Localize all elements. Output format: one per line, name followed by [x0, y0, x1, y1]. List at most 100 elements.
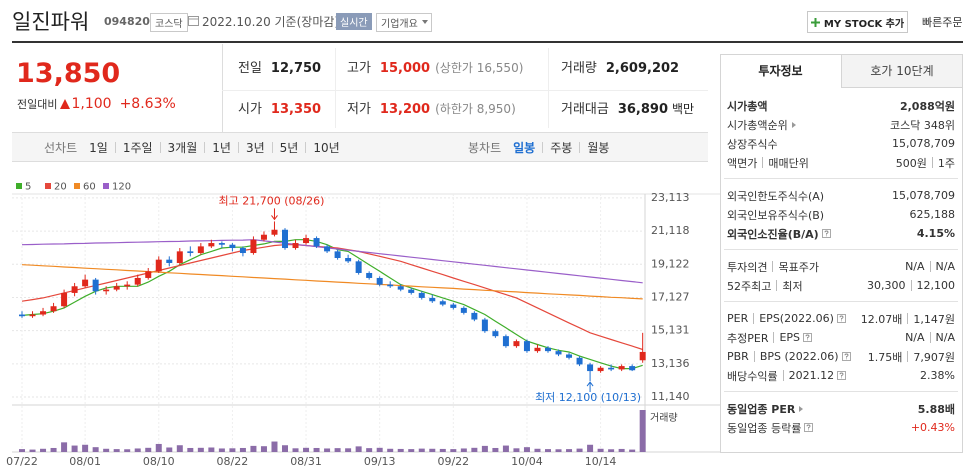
- help-icon: [804, 423, 814, 432]
- info-row: 동일업종 PER 5.88배: [727, 399, 955, 418]
- info-label: 상장주식수: [727, 137, 778, 151]
- candle-body: [124, 284, 131, 287]
- volume-bar: [92, 447, 99, 452]
- candle-body: [534, 347, 541, 352]
- toolbar-label: 선차트: [44, 141, 78, 155]
- value-sep: [907, 313, 909, 324]
- help-icon: [837, 371, 847, 380]
- x-tick-label: 08/31: [290, 455, 322, 468]
- info-row: 상장주식수 15,078,709: [727, 134, 955, 153]
- volume-bar: [597, 448, 604, 452]
- period-button[interactable]: 5년: [279, 141, 299, 155]
- candle-body: [366, 272, 373, 278]
- quote-note: (하한가 8,950): [435, 102, 516, 116]
- candle-chart: 5 20 60 120 23,113 21,118 19,122 17,127 15,131 13…: [6, 182, 720, 468]
- info-value: 12,100: [916, 279, 956, 292]
- volume-bar: [366, 448, 373, 452]
- info-value: 7,907원: [913, 350, 955, 364]
- company-label: 기업개요: [381, 19, 418, 30]
- value-sep: [931, 157, 933, 168]
- legend-swatch: [74, 183, 80, 189]
- info-label: PER: [727, 312, 749, 325]
- info-tab[interactable]: 호가 10단계: [841, 55, 962, 88]
- period-button[interactable]: 1주일: [122, 141, 153, 155]
- volume-bar: [313, 447, 320, 452]
- candle-body: [545, 347, 551, 352]
- period-button[interactable]: 10년: [313, 141, 340, 155]
- info-values: 15,078,709: [892, 137, 955, 150]
- volume-bar: [376, 447, 383, 452]
- volume-bar: [618, 448, 625, 452]
- info-row: 외국인소진율(B/A) 4.15%: [727, 224, 955, 243]
- candle-body: [471, 312, 478, 320]
- candle-body: [376, 277, 383, 285]
- help-box: [837, 371, 847, 380]
- info-values: 30,300 12,100: [867, 279, 955, 292]
- volume-bar: [471, 447, 478, 452]
- info-labels: PBR BPS (2022.06): [727, 350, 851, 363]
- help-box: [803, 333, 813, 342]
- realtime-badge[interactable]: 실시간: [336, 13, 372, 30]
- candle-body: [492, 331, 499, 337]
- header-rule: [12, 41, 963, 43]
- candle-body: [345, 258, 352, 262]
- candle-period-button[interactable]: 일봉: [513, 141, 536, 155]
- volume-bar: [155, 443, 162, 452]
- candle-body: [71, 286, 78, 293]
- quick-order[interactable]: 빠른주문: [922, 16, 963, 29]
- stock-name: 일진파워: [12, 10, 90, 34]
- candle-body: [597, 367, 604, 372]
- price: 13,850: [16, 58, 121, 89]
- calendar-icon: [188, 16, 199, 26]
- y-tick-label: 21,118: [651, 224, 690, 237]
- info-labels: 추정PER EPS: [727, 330, 813, 346]
- volume-bar: [134, 448, 141, 452]
- low-arrow: [586, 381, 594, 393]
- section-rule: [724, 301, 958, 302]
- candle-body: [566, 354, 573, 358]
- volume-bar: [197, 447, 204, 452]
- company-dropdown[interactable]: 기업개요: [376, 13, 432, 32]
- candle-body: [187, 251, 194, 254]
- volume-bar: [124, 449, 131, 452]
- candle-body: [523, 341, 530, 352]
- volume-bar: [639, 410, 646, 452]
- candle-body: [460, 307, 467, 313]
- info-label: 2021.12: [788, 369, 835, 382]
- quote-date: 2022.10.20 기준(장마감): [202, 15, 340, 29]
- candle-body: [176, 251, 183, 263]
- info-row: 외국인보유주식수(B) 625,188: [727, 205, 955, 224]
- candle-body: [587, 364, 594, 372]
- quote-value: 15,000: [379, 61, 431, 76]
- info-label: 투자의견: [727, 260, 768, 274]
- volume-bar: [408, 449, 415, 452]
- info-label: 배당수익률: [727, 369, 778, 383]
- info-values: 1.75배 7,907원: [868, 349, 955, 365]
- volume-bar: [587, 444, 594, 452]
- period-button[interactable]: 1일: [89, 141, 108, 155]
- info-labels: 외국인소진율(B/A): [727, 226, 831, 242]
- volume-bar: [502, 445, 509, 452]
- period-button[interactable]: 3년: [245, 141, 265, 155]
- volume-bar: [629, 449, 636, 452]
- info-value: 30,300: [867, 279, 906, 292]
- info-value: N/A: [905, 260, 925, 273]
- period-button[interactable]: 1년: [212, 141, 231, 155]
- info-labels: 액면가 매매단위: [727, 155, 809, 171]
- info-tab[interactable]: 투자정보: [721, 55, 840, 87]
- candle-body: [313, 238, 320, 247]
- moving-average: [21, 239, 643, 284]
- toolbar-sep: [204, 142, 206, 153]
- period-button[interactable]: 3개월: [167, 141, 198, 155]
- info-values: 12.07배 1,147원: [861, 311, 955, 327]
- info-label: 목표주가: [778, 260, 819, 274]
- label-sep: [753, 313, 755, 324]
- candle-period-button[interactable]: 월봉: [587, 141, 610, 155]
- mystock-button[interactable]: MY STOCK 추가: [807, 11, 908, 33]
- info-row: 동일업종 등락률 +0.43%: [727, 418, 955, 437]
- candle-period-button[interactable]: 주봉: [550, 141, 573, 155]
- plus-icon: [810, 17, 820, 27]
- info-value: N/A: [935, 260, 955, 273]
- help-icon: [836, 314, 846, 323]
